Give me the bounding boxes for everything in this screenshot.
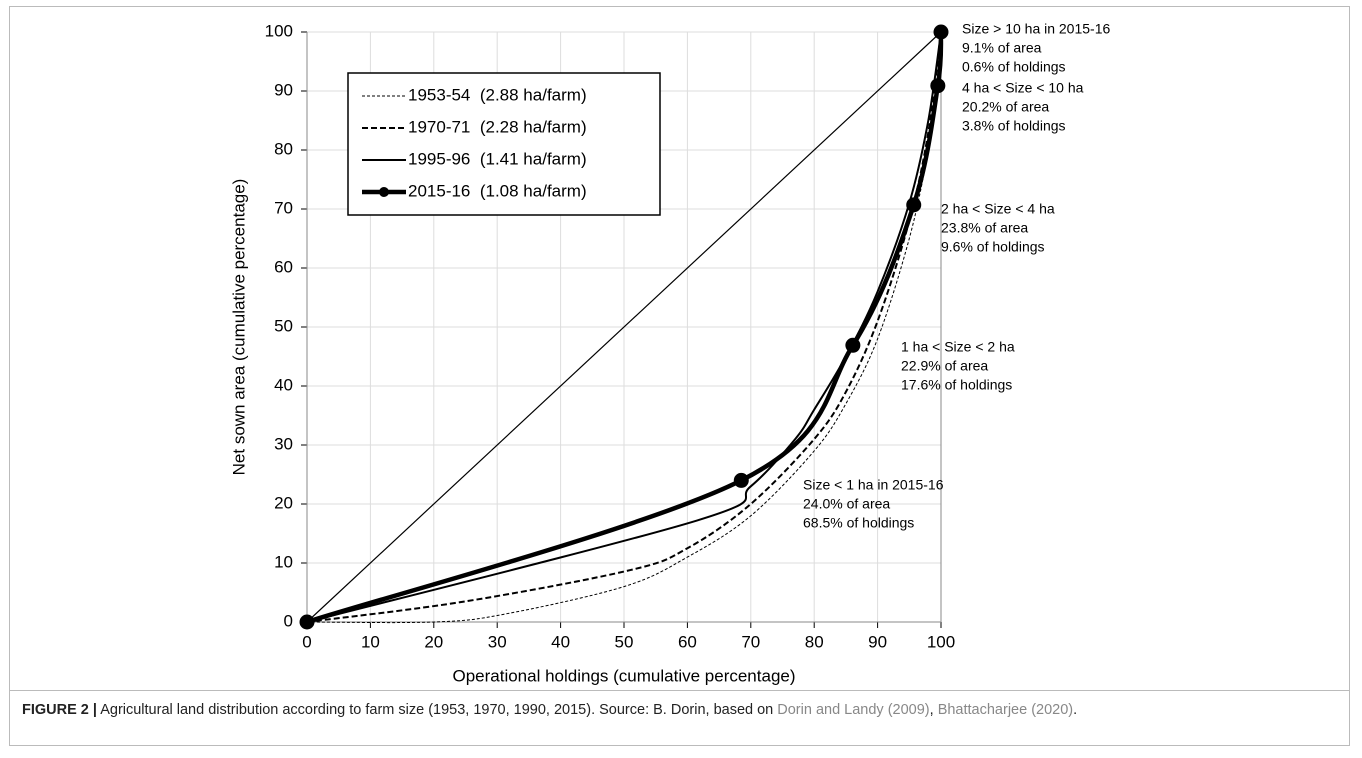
caption-separator: , (929, 702, 934, 718)
marker (930, 78, 946, 94)
marker (906, 197, 922, 213)
annotation: 2 ha < Size < 4 ha (941, 201, 1055, 217)
x-tick-label: 50 (615, 632, 634, 651)
reference[interactable]: Dorin and Landy (2009) (777, 702, 930, 718)
caption: FIGURE 2 | Agricultural land distributio… (22, 702, 1077, 718)
y-tick-label: 30 (274, 434, 293, 453)
chart: Operational holdings (cumulative percent… (229, 21, 1110, 686)
marker (933, 24, 949, 40)
y-tick-label: 70 (274, 198, 293, 217)
x-axis-label: Operational holdings (cumulative percent… (452, 666, 795, 685)
annotation: 9.6% of holdings (941, 239, 1045, 255)
annotation: 3.8% of holdings (962, 118, 1066, 134)
y-tick-label: 50 (274, 316, 293, 335)
legend-label: 1995-96 (1.41 ha/farm) (408, 149, 587, 168)
y-tick-label: 100 (265, 21, 293, 40)
reference[interactable]: Bhattacharjee (2020) (937, 702, 1074, 718)
annotation: 1 ha < Size < 2 ha (901, 339, 1015, 355)
annotation: 4 ha < Size < 10 ha (962, 80, 1084, 96)
x-tick-label: 10 (361, 632, 380, 651)
x-tick-label: 70 (741, 632, 760, 651)
annotation: Size < 1 ha in 2015-16 (803, 477, 944, 493)
y-tick-label: 0 (284, 611, 293, 630)
marker (845, 337, 861, 353)
annotation: 0.6% of holdings (962, 59, 1066, 75)
x-tick-label: 80 (805, 632, 824, 651)
y-tick-label: 60 (274, 257, 293, 276)
annotation: 9.1% of area (962, 40, 1042, 56)
annotation: 20.2% of area (962, 99, 1049, 115)
y-tick-label: 90 (274, 80, 293, 99)
x-tick-label: 0 (302, 632, 311, 651)
x-tick-label: 100 (927, 632, 955, 651)
legend-label: 1970-71 (2.28 ha/farm) (408, 117, 587, 136)
y-tick-label: 80 (274, 139, 293, 158)
marker (733, 472, 749, 488)
annotation: 17.6% of holdings (901, 377, 1012, 393)
x-tick-label: 20 (424, 632, 443, 651)
caption-end: . (1073, 702, 1078, 718)
legend-label: 1953-54 (2.88 ha/farm) (408, 85, 587, 104)
x-tick-label: 40 (551, 632, 570, 651)
caption-rule (9, 690, 1350, 691)
y-tick-label: 20 (274, 493, 293, 512)
annotation: 24.0% of area (803, 496, 890, 512)
annotation: 23.8% of area (941, 220, 1028, 236)
caption-label: FIGURE 2 | (22, 702, 97, 718)
annotation: 22.9% of area (901, 358, 988, 374)
x-tick-label: 60 (678, 632, 697, 651)
caption-text: Agricultural land distribution according… (100, 702, 774, 718)
marker (299, 614, 315, 630)
legend-label: 2015-16 (1.08 ha/farm) (408, 181, 587, 200)
series-line (306, 31, 942, 623)
legend-marker (379, 187, 389, 197)
annotation: 68.5% of holdings (803, 515, 914, 531)
equality-line (306, 31, 942, 623)
y-axis-label: Net sown area (cumulative percentage) (229, 179, 248, 476)
x-tick-label: 90 (868, 632, 887, 651)
x-tick-label: 30 (488, 632, 507, 651)
y-tick-label: 10 (274, 552, 293, 571)
figure-frame (9, 6, 1350, 746)
y-tick-label: 40 (274, 375, 293, 394)
annotation: Size > 10 ha in 2015-16 (962, 21, 1110, 37)
